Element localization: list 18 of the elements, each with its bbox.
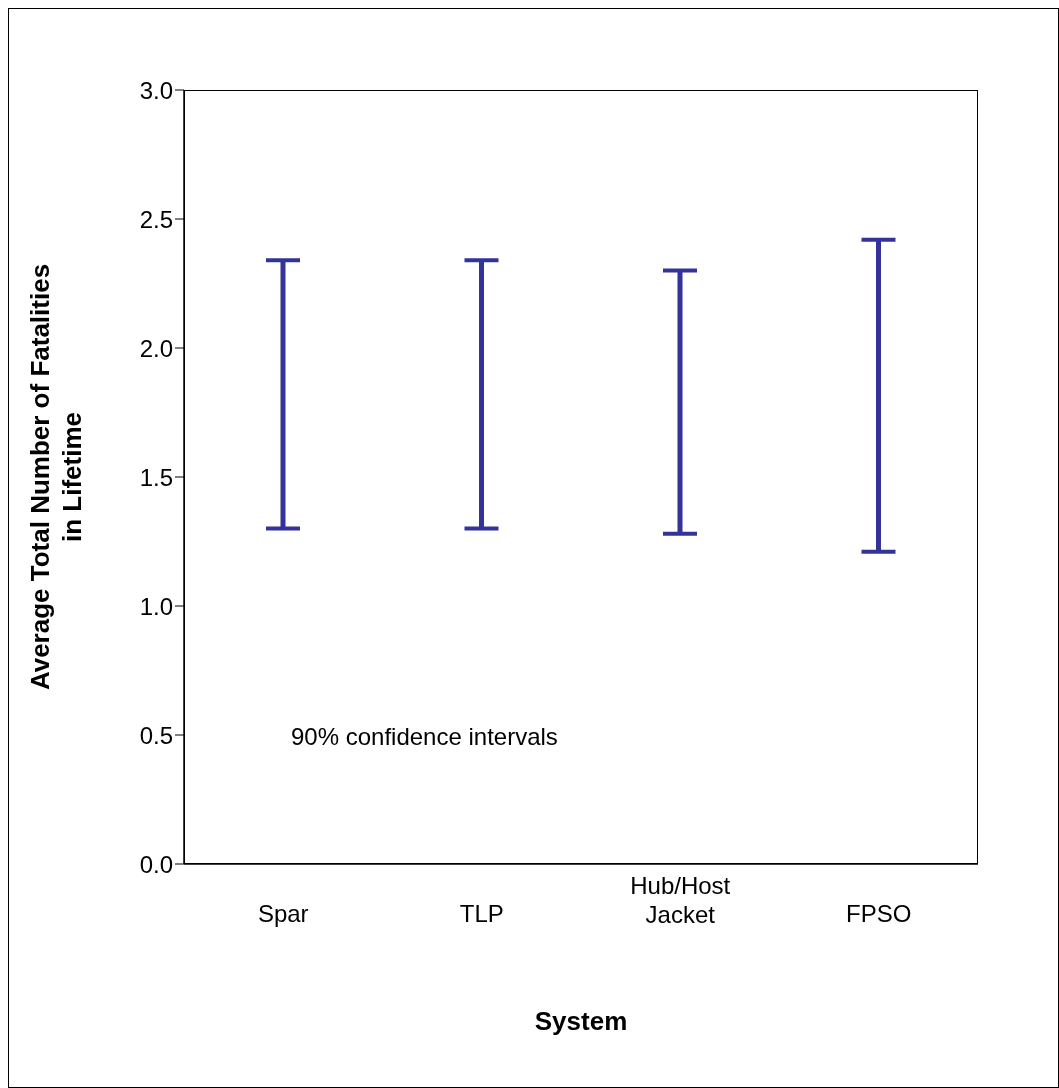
y-axis-title: Average Total Number of Fatalities in Lifetime	[25, 263, 87, 691]
x-tick-label: Spar	[257, 900, 309, 927]
bar	[479, 260, 484, 529]
x-tick-label: FPSO	[846, 900, 912, 927]
y-tick-label: 1.5	[139, 463, 173, 491]
x-axis-title: System	[534, 1006, 628, 1036]
y-tick-label: 3.0	[139, 76, 173, 104]
annotation: 90% confidence intervals	[291, 723, 558, 751]
x-tick-label: TLP	[459, 900, 504, 927]
y-tick-label: 2.5	[139, 205, 173, 233]
y-tick-label: 0.5	[139, 721, 173, 749]
bar	[876, 239, 881, 552]
y-tick-label: 1.0	[139, 592, 173, 620]
x-tick-label: Hub/Host Jacket	[630, 872, 731, 928]
bar	[280, 260, 286, 529]
y-tick-label: 2.0	[139, 334, 173, 362]
y-tick-label: 0.0	[139, 850, 173, 878]
bar	[677, 270, 683, 534]
